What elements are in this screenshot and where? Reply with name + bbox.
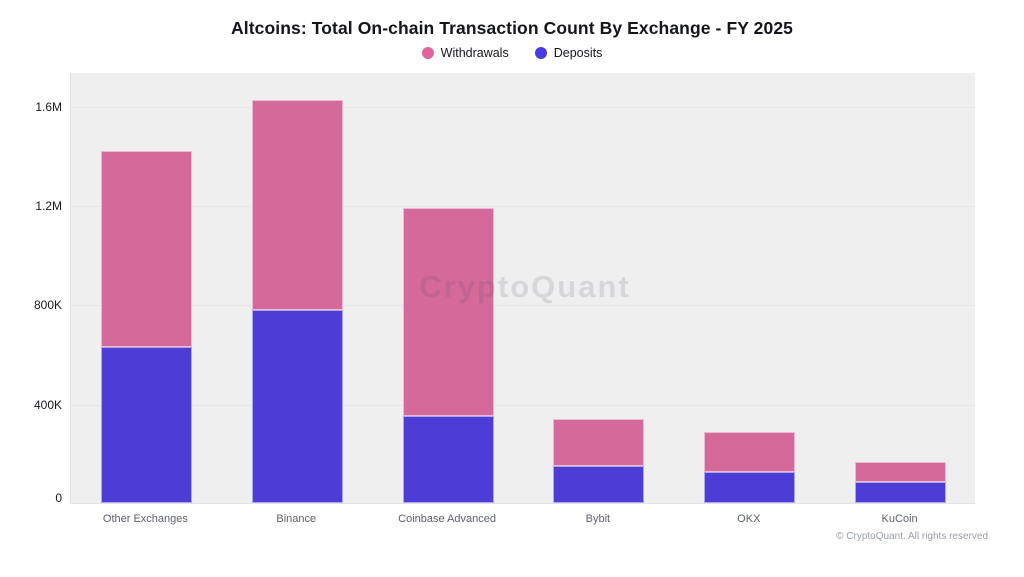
gridline-400K [71, 404, 975, 406]
x-tick-label-binance: Binance [276, 513, 317, 525]
plot-area [70, 73, 975, 504]
deposits-legend-dot-icon [534, 47, 547, 59]
deposits-bar-coinbase-advanced [402, 416, 494, 503]
x-tick-label-other-exchanges: Other Exchanges [102, 513, 188, 525]
chart-title: Altcoins: Total On-chain Transaction Cou… [231, 18, 793, 38]
withdrawals-bar-bybit [553, 418, 645, 466]
legend-label-deposits: Deposits [553, 46, 603, 60]
deposits-bar-bybit [553, 465, 645, 503]
y-tick-label-1.6M: 1.6M [35, 99, 62, 114]
copyright-text: © CryptoQuant. All rights reserved [836, 531, 988, 542]
x-tick-label-coinbase-advanced: Coinbase Advanced [398, 513, 497, 525]
deposits-bar-kucoin [855, 481, 947, 503]
legend-item-withdrawals[interactable]: Withdrawals [421, 46, 509, 60]
y-tick-label-1.2M: 1.2M [35, 199, 62, 214]
withdrawals-bar-okx [704, 432, 796, 472]
deposits-bar-binance [251, 309, 343, 503]
x-tick-label-kucoin: KuCoin [881, 513, 918, 525]
y-tick-label-0: 0 [55, 491, 62, 505]
x-tick-label-bybit: Bybit [585, 513, 611, 525]
withdrawals-bar-kucoin [855, 462, 947, 482]
y-tick-label-400K: 400K [33, 397, 62, 412]
x-tick-label-okx: OKX [737, 513, 761, 525]
legend: Withdrawals Deposits [0, 46, 1024, 60]
withdrawals-bar-other-exchanges [100, 150, 192, 347]
deposits-bar-okx [704, 472, 796, 503]
withdrawals-legend-dot-icon [421, 47, 434, 59]
gridline-1.2M [71, 206, 975, 208]
y-tick-label-800K: 800K [33, 298, 62, 313]
gridline-1.6M [71, 106, 975, 108]
withdrawals-bar-coinbase-advanced [402, 207, 494, 417]
deposits-bar-other-exchanges [100, 346, 192, 503]
legend-label-withdrawals: Withdrawals [440, 46, 509, 60]
legend-item-deposits[interactable]: Deposits [534, 46, 603, 60]
withdrawals-bar-binance [251, 99, 343, 310]
gridline-800K [71, 305, 975, 307]
